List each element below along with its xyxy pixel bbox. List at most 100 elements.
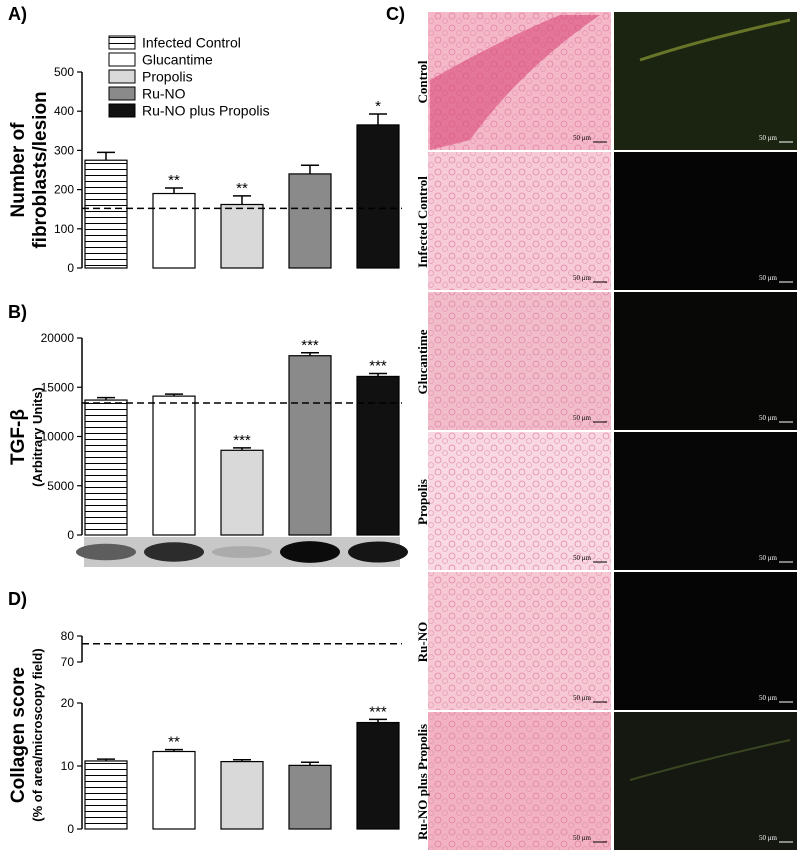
- legend-swatch: [108, 52, 136, 67]
- micrograph-row-label: Infected Control: [415, 176, 430, 268]
- y-tick-label: 5000: [47, 479, 74, 493]
- blot-band: [144, 542, 204, 562]
- bar: [288, 173, 332, 269]
- y-axis-sublabel: (% of area/microscopy field): [30, 648, 45, 821]
- micrograph-grid: 50 μm 50 μm Control 50 μm 50 μm Infected Cont…: [415, 12, 797, 850]
- scale-label: 50 μm: [573, 694, 592, 702]
- legend-label: Glucantime: [142, 52, 213, 68]
- y-axis-label-line: Number of: [8, 122, 29, 218]
- micrograph-row-label: Propolis: [415, 479, 430, 525]
- scale-label: 50 μm: [573, 834, 592, 842]
- micrograph-polarized: [614, 152, 797, 290]
- bar: [220, 203, 264, 269]
- micrograph-texture: [428, 152, 611, 290]
- bar: [84, 760, 128, 830]
- y-axis-label: TGF-β: [8, 409, 29, 465]
- significance-label: **: [168, 172, 180, 189]
- legend-swatch: [108, 86, 136, 101]
- micrograph-polarized: [614, 572, 797, 710]
- micrograph-row-label: Ru-NO plus Propolis: [415, 724, 430, 840]
- bar: [356, 124, 400, 269]
- y-tick-label: 15000: [41, 380, 75, 394]
- micrograph-polarized: [614, 712, 797, 850]
- significance-label: ***: [369, 703, 387, 720]
- y-tick-label: 0: [67, 528, 74, 542]
- scale-label: 50 μm: [759, 554, 778, 562]
- tissue-band: [430, 15, 600, 150]
- bar: [288, 355, 332, 536]
- blot-band: [76, 543, 136, 561]
- scale-label: 50 μm: [573, 274, 592, 282]
- y-tick-label: 100: [54, 222, 74, 236]
- bar: [152, 192, 196, 269]
- significance-label: *: [375, 98, 381, 115]
- significance-label: ***: [301, 337, 319, 354]
- y-tick-label: 10000: [41, 430, 75, 444]
- micrograph-texture: [428, 572, 611, 710]
- micrograph-texture: [428, 292, 611, 430]
- bar: [84, 159, 128, 269]
- y-tick-label: 500: [54, 65, 74, 79]
- scale-label: 50 μm: [759, 694, 778, 702]
- collagen-fibers: [639, 18, 791, 62]
- micrograph-texture: [428, 712, 611, 850]
- legend-label: Propolis: [142, 69, 193, 85]
- y-axis-label: Collagen score: [8, 667, 29, 803]
- micrograph-polarized: [614, 432, 797, 570]
- significance-label: **: [168, 734, 180, 751]
- micrograph-row-label: Glucantime: [415, 329, 430, 394]
- micrograph-texture: [428, 432, 611, 570]
- y-tick-label: 300: [54, 143, 74, 157]
- chart-b: 0 5000 10000 15000 20000 *** *** *** TGF-β (Arbit…: [8, 331, 408, 567]
- y-axis-label-line: fibroblasts/lesion: [30, 91, 51, 248]
- scale-label: 50 μm: [573, 134, 592, 142]
- y-tick-label: 0: [67, 822, 74, 836]
- panel-a-letter: A): [8, 4, 27, 24]
- bar: [152, 395, 196, 536]
- blot-band: [348, 541, 408, 563]
- scale-label: 50 μm: [759, 274, 778, 282]
- legend-swatch: [108, 35, 136, 50]
- y-axis-label: Number offibroblasts/lesion: [8, 91, 51, 248]
- panel-b-letter: B): [8, 302, 27, 322]
- significance-label: ***: [233, 432, 251, 449]
- scale-label: 50 μm: [573, 554, 592, 562]
- significance-label: **: [236, 180, 248, 197]
- panel-d-letter: D): [8, 589, 27, 609]
- significance-label: ***: [369, 357, 387, 374]
- micrograph-row-label: Ru-NO: [415, 622, 430, 662]
- scale-label: 50 μm: [759, 134, 778, 142]
- bar: [288, 764, 332, 830]
- y-tick-label: 20000: [41, 331, 75, 345]
- bar: [356, 375, 400, 536]
- y-axis-sublabel: (Arbitrary Units): [30, 387, 45, 487]
- bar: [356, 721, 400, 830]
- scale-label: 50 μm: [573, 414, 592, 422]
- y-tick-label: 10: [61, 759, 75, 773]
- scale-label: 50 μm: [759, 834, 778, 842]
- bar: [220, 449, 264, 536]
- bar: [220, 760, 264, 830]
- micrograph-polarized: [614, 292, 797, 430]
- blot-band: [212, 546, 272, 558]
- legend-label: Ru-NO: [142, 86, 186, 102]
- blot-band: [280, 541, 340, 563]
- legend: Infected ControlGlucantimePropolisRu-NOR…: [108, 35, 270, 119]
- micrograph-polarized: [614, 12, 797, 150]
- micrograph-row-label: Control: [415, 60, 430, 103]
- collagen-fibers: [629, 739, 791, 781]
- bar: [152, 750, 196, 830]
- y-tick-label: 400: [54, 104, 74, 118]
- bar: [84, 399, 128, 536]
- y-tick-label: 0: [67, 261, 74, 275]
- y-tick-label: 70: [61, 655, 75, 669]
- y-tick-label: 20: [61, 696, 75, 710]
- legend-swatch: [108, 69, 136, 84]
- y-tick-label: 80: [61, 629, 75, 643]
- y-tick-label: 200: [54, 183, 74, 197]
- legend-label: Ru-NO plus Propolis: [142, 103, 270, 119]
- panel-c-letter: C): [386, 4, 405, 24]
